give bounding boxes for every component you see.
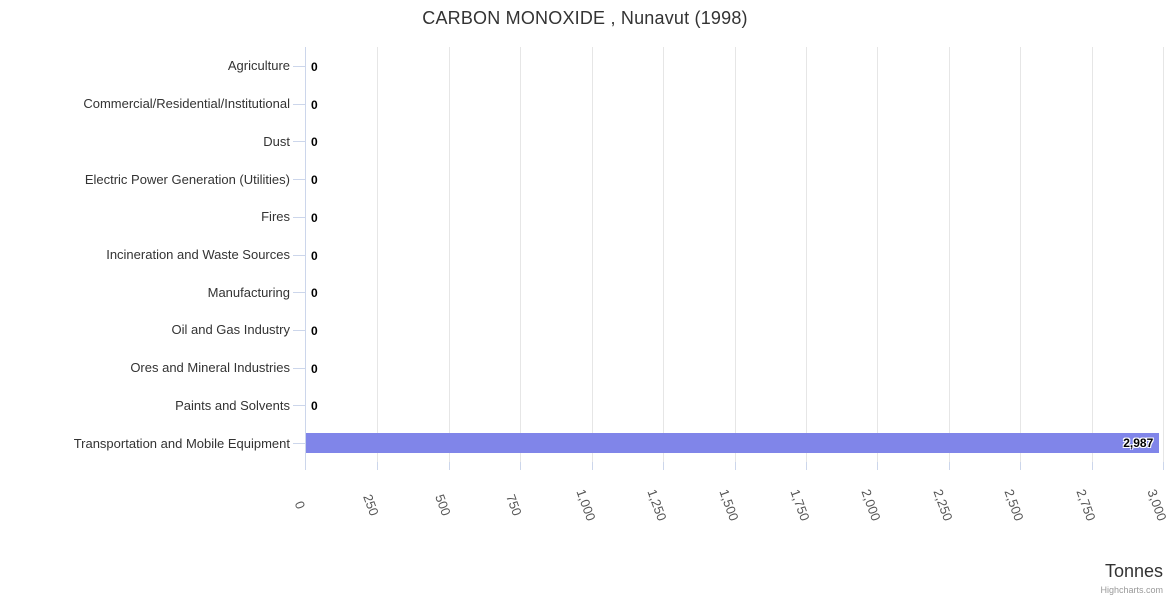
category-label: Agriculture [227,58,290,74]
gridline [592,47,593,462]
x-axis-tick-mark [1092,462,1093,470]
chart-title: CARBON MONOXIDE , Nunavut (1998) [422,8,748,28]
x-axis-tick-mark [1163,462,1164,470]
x-axis-tick-mark [592,462,593,470]
x-axis-tick-label: 250 [360,492,383,518]
gridline [1092,47,1093,462]
y-axis-tick-mark [293,217,305,218]
x-axis-tick-label: 2,750 [1072,487,1099,523]
y-axis-tick-marks [0,47,305,462]
zero-value-label: 0 [311,173,318,187]
gridline [449,47,450,462]
gridline [663,47,664,462]
y-axis-tick-mark [293,66,305,67]
zero-value-label: 0 [311,98,318,112]
zero-value-label: 0 [311,135,318,149]
x-axis-tick-mark [806,462,807,470]
x-axis-tick-label: 3,000 [1144,487,1170,523]
bar-transportation-and-mobile-equipment[interactable]: 2,987 [306,433,1160,453]
x-axis-tick-mark [305,462,306,470]
zero-value-label: 0 [311,324,318,338]
x-axis-tick-mark [1020,462,1021,470]
plot-area: 0 0 0 0 0 0 0 0 0 0 2,987 [305,47,1164,470]
x-axis-tick-label: 1,000 [573,487,599,523]
x-axis-tick-label: 1,750 [787,487,813,523]
zero-value-label: 0 [311,249,318,263]
y-axis-tick-mark [293,179,305,180]
x-axis-tick-label: 2,250 [930,487,956,523]
x-axis-tick-mark [520,462,521,470]
x-axis-tick-label: 2,500 [1001,487,1027,523]
category-label: Incineration and Waste Sources [106,246,290,262]
zero-value-label: 0 [311,286,318,300]
bar-value-label: 2,987 [1123,436,1154,450]
gridline [949,47,950,462]
category-label: Manufacturing [207,284,290,300]
gridline [1163,47,1164,462]
gridline [377,47,378,462]
category-label: Ores and Mineral Industries [130,360,290,376]
gridline [877,47,878,462]
x-axis-tick-label: 2,000 [858,487,884,523]
zero-value-label: 0 [311,399,318,413]
y-axis-tick-mark [293,104,305,105]
category-label: Fires [261,209,290,225]
y-axis-tick-mark [293,141,305,142]
x-axis-tick-mark [449,462,450,470]
x-axis-tick-label: 500 [432,492,454,518]
x-axis-tick-mark [663,462,664,470]
y-axis-tick-mark [293,330,305,331]
highcharts-credit-link[interactable]: Highcharts.com [1100,585,1163,595]
x-axis-tick-mark [735,462,736,470]
x-axis-title: Tonnes [1104,561,1163,581]
category-label: Dust [263,133,290,149]
x-axis-tick-mark [377,462,378,470]
x-axis-tick-label: 0 [291,499,309,511]
y-axis-category-labels: Agriculture Commercial/Residential/Instit… [0,47,290,462]
zero-value-label: 0 [311,60,318,74]
gridline [520,47,521,462]
x-axis-tick-label: 1,250 [644,487,670,523]
x-axis-tick-mark [877,462,878,470]
x-axis-tick-label: 750 [503,492,526,518]
y-axis-tick-mark [293,292,305,293]
zero-value-label: 0 [311,211,318,225]
category-label: Oil and Gas Industry [171,322,291,338]
gridline [806,47,807,462]
y-axis-tick-mark [293,405,305,406]
category-label: Commercial/Residential/Institutional [83,96,290,112]
category-label: Electric Power Generation (Utilities) [84,171,290,187]
gridline [735,47,736,462]
x-axis-tick-mark [949,462,950,470]
category-label: Paints and Solvents [175,397,290,413]
zero-value-label: 0 [311,362,318,376]
gridline [1020,47,1021,462]
y-axis-tick-mark [293,255,305,256]
y-axis-tick-mark [293,443,305,444]
x-axis-tick-label: 1,500 [715,487,742,523]
category-label: Transportation and Mobile Equipment [73,435,290,451]
y-axis-tick-mark [293,368,305,369]
